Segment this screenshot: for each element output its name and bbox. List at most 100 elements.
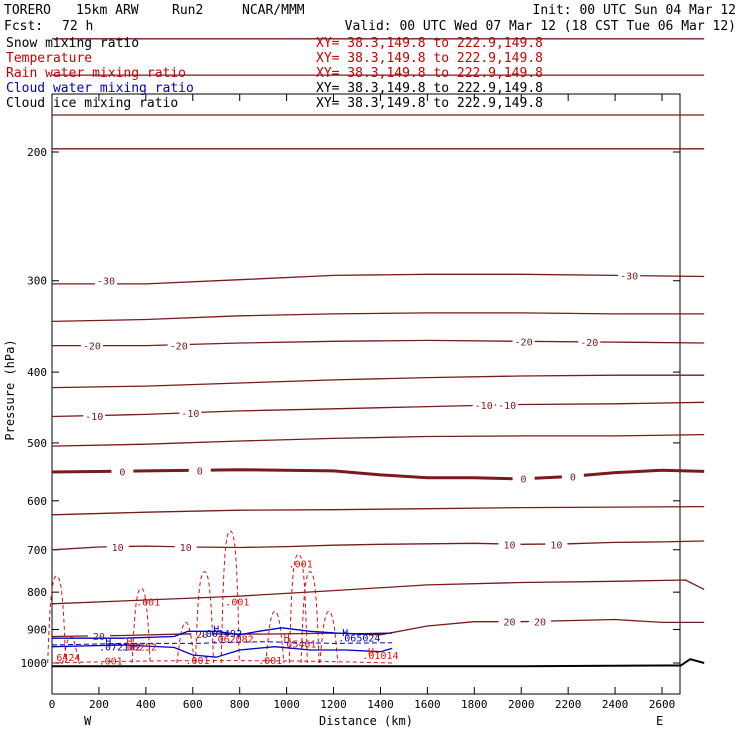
cloud-water-high-value: .001492 [200, 629, 242, 640]
legend-name: Rain water mixing ratio [6, 66, 186, 81]
isotherm-label-bg [106, 541, 129, 553]
isotherm-label-bg [578, 336, 601, 348]
isotherm-label: 10 [112, 543, 124, 554]
isotherm-label: 0 [197, 466, 203, 477]
rain-contour [220, 530, 240, 664]
isotherm-label-bg [191, 627, 214, 639]
isotherm-label-bg [498, 615, 521, 627]
isotherm-label: 20 [534, 618, 546, 629]
rain-contour-label: .001 [185, 656, 209, 667]
isotherm-line [51, 312, 705, 323]
x-tick-label: 800 [230, 698, 250, 711]
isotherm-label-bg [472, 399, 495, 411]
isotherm-label: 20 [503, 618, 515, 629]
isotherm-label-bg [545, 538, 568, 550]
isotherm-label: -20 [515, 337, 533, 348]
isotherm-label: -10 [181, 409, 199, 420]
isotherm-line [51, 579, 705, 605]
isotherm-label-bg [529, 615, 551, 627]
rain-contour [176, 621, 196, 664]
x-axis-east-label: E [656, 714, 663, 728]
isotherm-label-bg [174, 541, 197, 553]
x-axis-west-label: W [84, 714, 92, 728]
y-tick-label: 500 [27, 437, 47, 450]
isotherm-label-bg [111, 465, 134, 477]
legend-xy: XY= 38.3,149.8 to 222.9,149.8 [316, 96, 543, 111]
rain-contour-label: .001 [289, 559, 313, 570]
rain-contour [51, 660, 393, 664]
isotherm-label: -30 [620, 271, 638, 282]
x-tick-label: 1800 [461, 698, 488, 711]
isotherm-label: 10 [180, 543, 192, 554]
isotherm-line [51, 374, 705, 389]
legend-xy: XY= 38.3,149.8 to 222.9,149.8 [316, 81, 543, 96]
rain-contour [195, 571, 214, 664]
x-tick-label: 2400 [602, 698, 629, 711]
isotherm-label: -20 [580, 338, 598, 349]
isotherm-label-bg [83, 409, 106, 421]
isotherm-line [51, 433, 705, 447]
y-tick-label: 800 [27, 586, 47, 599]
y-tick-label: 1000 [21, 657, 48, 670]
x-tick-label: 200 [89, 698, 109, 711]
rain-contour-label: .001 [99, 657, 123, 668]
y-tick-label: 700 [27, 544, 47, 557]
isotherm-label-bg [87, 629, 110, 641]
isotherm-label: -20 [83, 342, 101, 353]
rain-high-value: .01014 [362, 651, 398, 662]
rain-contour [300, 571, 320, 664]
high-marker: H [284, 634, 290, 645]
isotherm-label: 10 [550, 540, 562, 551]
rain-contour [288, 553, 308, 664]
isotherm-label: 10 [503, 540, 515, 551]
y-tick-label: 200 [27, 146, 47, 159]
legend-name: Temperature [6, 51, 92, 66]
x-tick-label: 1200 [320, 698, 347, 711]
high-marker: H [126, 637, 132, 648]
isotherm-label: 20 [93, 632, 105, 643]
isotherm-label-bg [498, 538, 521, 550]
rain-contour [131, 587, 151, 664]
legend-xy: XY= 38.3,149.8 to 222.9,149.8 [316, 66, 543, 81]
isotherm-label: 0 [570, 473, 576, 484]
isotherm-label: -20 [170, 342, 188, 353]
high-marker: H [368, 647, 374, 658]
x-tick-label: 2600 [649, 698, 676, 711]
y-axis-title: Pressure (hPa) [3, 339, 17, 440]
isotherm-label: -10 [475, 401, 493, 412]
legend-name: Cloud ice mixing ratio [6, 96, 178, 111]
model-name: TORERO [4, 3, 51, 18]
isotherm-label-bg [167, 339, 190, 351]
rain-contour-label: .001 [258, 656, 282, 667]
cloud-water-contour [51, 641, 393, 646]
rain-high-value: 6424 [56, 653, 80, 664]
isotherm-line [51, 540, 705, 551]
isotherm-label-bg [94, 274, 117, 286]
isotherm-label: 0 [119, 467, 125, 478]
cloud-water-contour [52, 627, 393, 639]
rain-contour-label: .001 [225, 598, 249, 609]
run-label: Run2 [172, 3, 203, 18]
x-tick-label: 1000 [273, 698, 300, 711]
rain-high-value: .08252 [121, 643, 157, 654]
rain-contour [47, 575, 67, 664]
forecast-value: 72 h [62, 19, 93, 34]
forecast-label: Fcst: [4, 19, 43, 34]
rain-contour-label: .001 [136, 598, 160, 609]
valid-time: Valid: 00 UTC Wed 07 Mar 12 (18 CST Tue … [345, 19, 736, 34]
legend-xy: XY= 38.3,149.8 to 222.9,149.8 [316, 36, 543, 51]
x-tick-label: 1600 [414, 698, 441, 711]
legend-name: Cloud water mixing ratio [6, 81, 194, 96]
init-time: Init: 00 UTC Sun 04 Mar 12 [533, 3, 737, 18]
rain-high-value: .05461 [280, 639, 316, 650]
high-marker: H [342, 628, 348, 639]
isotherm-label: 20 [196, 630, 208, 641]
x-tick-label: 400 [136, 698, 156, 711]
isotherm-line [51, 401, 705, 418]
isotherm-line [51, 505, 705, 516]
isotherm-label: -10 [498, 401, 516, 412]
x-tick-label: 1400 [367, 698, 394, 711]
isotherm-label-bg [618, 269, 641, 281]
plot-frame [51, 93, 681, 695]
